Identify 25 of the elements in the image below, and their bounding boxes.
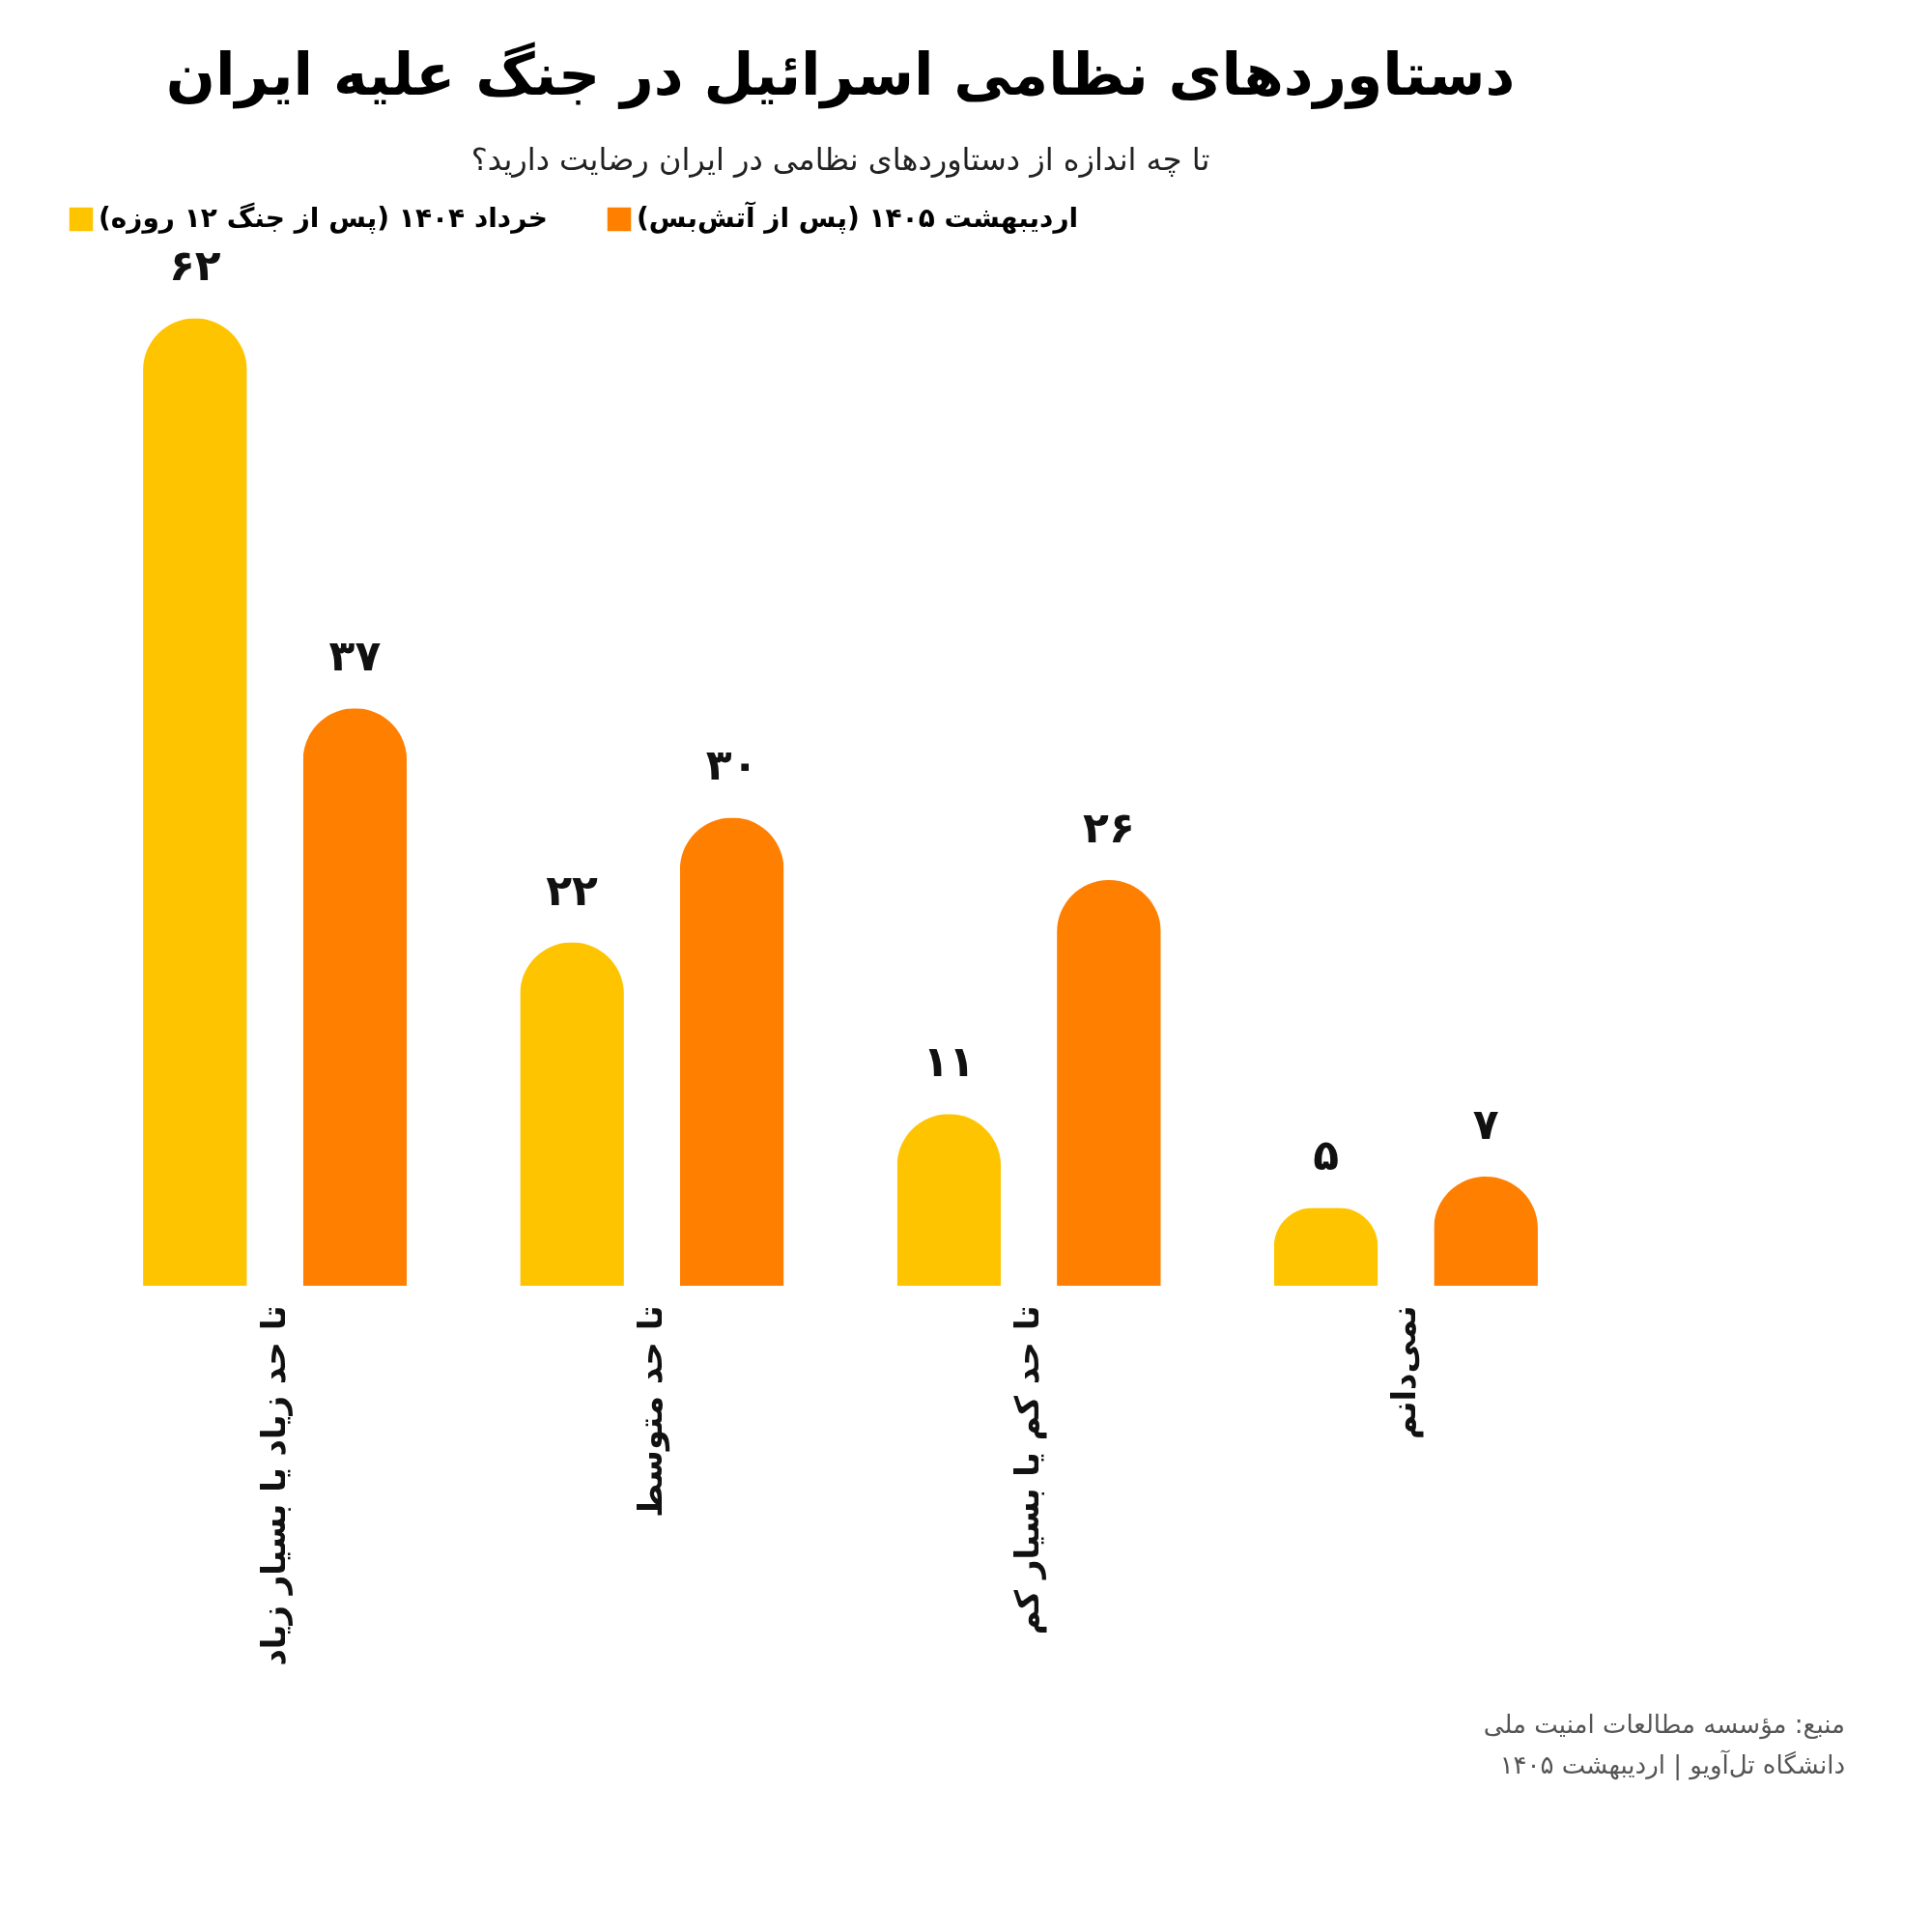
data-label: ۶۲ <box>169 241 221 291</box>
x-tick-label: تا حد متوسط <box>630 1305 670 1518</box>
bar <box>143 318 247 1286</box>
bar <box>679 817 784 1286</box>
text: منبع: مؤسسه مطالعات امنیت ملی <box>1482 1709 1845 1742</box>
data-label: ۳۷ <box>328 631 382 681</box>
x-tick-label: تا حد کم یا بسیار کم <box>1008 1305 1048 1635</box>
bar <box>1057 880 1161 1286</box>
legend-label: اردیبهشت ۱۴۰۵ (پس از آتش‌بس) <box>637 201 1079 234</box>
bar <box>520 942 624 1286</box>
legend-label: خرداد ۱۴۰۴ (پس از جنگ ۱۲ روزه) <box>99 202 548 234</box>
data-label: ۲۲ <box>546 865 599 915</box>
bar <box>896 1114 1002 1286</box>
data-label: ۷ <box>1472 1098 1499 1149</box>
x-tick-label: نمی‌دانم <box>1384 1305 1425 1439</box>
chart-title: دستاوردهای نظامی اسرائیل در جنگ علیه ایران <box>165 41 1516 109</box>
data-label: ۵ <box>1313 1130 1340 1180</box>
data-label: ۳۰ <box>705 740 758 790</box>
text: دانشگاه تل‌آویو | اردیبهشت ۱۴۰۵ <box>1498 1748 1845 1782</box>
x-tick-label: تا حد زیاد یا بسیار زیاد <box>253 1305 293 1666</box>
chart-subtitle: تا چه اندازه از دستاوردهای نظامی در ایران رضایت دارید؟ <box>470 141 1210 178</box>
data-label: ۱۱ <box>923 1037 976 1087</box>
data-label: ۲۶ <box>1083 803 1135 852</box>
bar <box>302 708 408 1286</box>
bar <box>1273 1208 1378 1286</box>
